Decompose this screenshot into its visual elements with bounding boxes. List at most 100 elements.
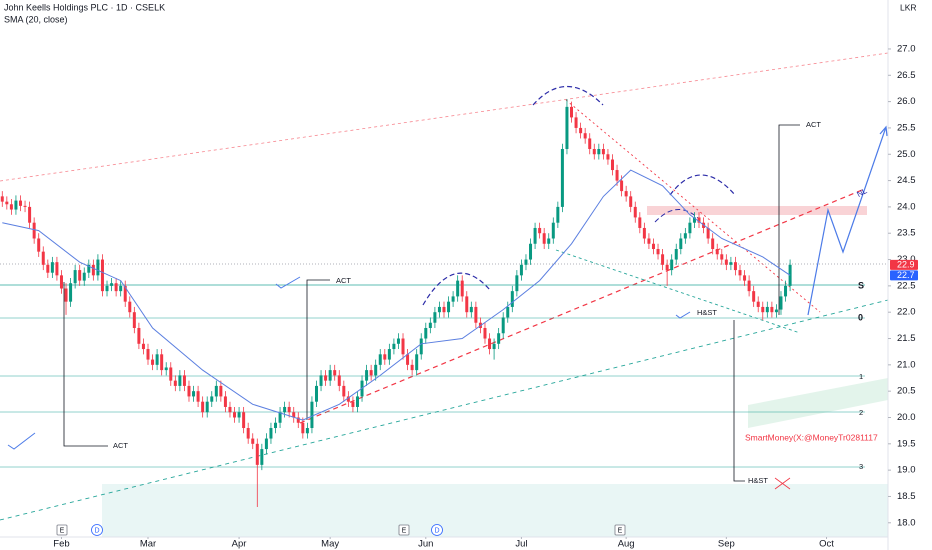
candle-body <box>456 280 460 297</box>
candle-body <box>324 375 328 381</box>
candle-body <box>160 354 164 371</box>
watermark-text: SmartMoney(X:@MoneyTr0281117 <box>745 432 878 442</box>
candle-body <box>788 264 792 286</box>
candle-body <box>182 375 186 386</box>
candle-body <box>743 275 747 281</box>
candle-body <box>488 338 492 350</box>
candle-body <box>392 343 396 350</box>
zone <box>102 484 888 537</box>
y-tick-label: 23.5 <box>897 228 916 239</box>
event-label: D <box>434 527 439 534</box>
event-label: E <box>402 527 407 534</box>
candle-body <box>565 106 569 149</box>
candle-body <box>410 364 414 371</box>
candle-body <box>688 222 692 234</box>
annotation-texts: ACT ACT ACT H&ST H&ST S 0 1 2 3 SmartMon… <box>113 120 878 485</box>
candle-body <box>738 270 742 276</box>
candle-body <box>533 227 537 244</box>
candle-body <box>629 196 633 207</box>
candle-body <box>237 412 241 418</box>
pattern-arc <box>532 85 604 106</box>
y-tick-label: 26.5 <box>897 70 916 81</box>
annotation: H&ST <box>697 308 717 317</box>
candle-body <box>574 117 578 128</box>
candle-body <box>474 306 478 323</box>
candle-body <box>597 148 601 155</box>
candle-body <box>132 312 136 328</box>
candle-body <box>542 233 546 244</box>
event-label: E <box>618 527 623 534</box>
x-tick-label: May <box>321 539 339 550</box>
y-tick-label: 23.0 <box>897 254 916 265</box>
candle-body <box>428 322 432 328</box>
y-tick-label: 26.0 <box>897 96 916 107</box>
candle-body <box>369 370 373 376</box>
candle-body <box>638 217 642 228</box>
candle-body <box>433 312 437 323</box>
candle-body <box>396 338 400 344</box>
candle-body <box>274 422 278 429</box>
candle-body <box>752 291 756 302</box>
candle-body <box>601 148 605 155</box>
candle-body <box>141 343 145 350</box>
x-tick-label: Jul <box>515 539 527 550</box>
candle-body <box>756 301 760 307</box>
candle-body <box>287 406 291 413</box>
event-label: D <box>94 527 99 534</box>
candle-body <box>296 417 300 423</box>
candle-body <box>37 238 41 252</box>
annotation: ACT <box>806 120 821 129</box>
y-tick-label: 25.5 <box>897 122 916 133</box>
candle-body <box>173 380 177 386</box>
act-line <box>306 279 330 420</box>
candle-body <box>451 296 455 302</box>
price-label: 22.7 <box>897 270 915 280</box>
candle-body <box>460 280 464 297</box>
candle-body <box>278 412 282 423</box>
candle-body <box>674 249 678 260</box>
trend-line <box>299 189 863 424</box>
candle-body <box>506 306 510 318</box>
candle-body <box>196 391 200 402</box>
y-tick-label: 19.5 <box>897 438 916 449</box>
x-tick-label: Mar <box>140 539 156 550</box>
candle-body <box>314 385 318 402</box>
annotation: NL <box>855 186 869 199</box>
arrow-head <box>879 125 888 137</box>
price-label-box <box>890 259 918 270</box>
check-mark <box>7 432 36 450</box>
y-tick-label: 24.0 <box>897 201 916 212</box>
candle-body <box>683 233 687 239</box>
y-tick-label: 25.0 <box>897 149 916 160</box>
candle-body <box>100 259 104 292</box>
annotation: H&ST <box>748 476 768 485</box>
y-tick-label: 22.0 <box>897 307 916 318</box>
candle-body <box>214 385 218 397</box>
candle-body <box>424 327 428 339</box>
check-mark <box>675 311 691 319</box>
candle-body <box>128 301 132 313</box>
candle-body <box>151 359 155 365</box>
candle-body <box>469 306 473 313</box>
candle-body <box>711 238 715 250</box>
candle-body <box>592 148 596 155</box>
candle-body <box>656 249 660 255</box>
candle-body <box>497 333 501 344</box>
candle-body <box>333 370 337 376</box>
level-label: 2 <box>859 408 863 417</box>
candle-body <box>137 327 141 344</box>
candle-body <box>123 285 127 302</box>
x-tick-label: Feb <box>53 539 69 550</box>
badge <box>56 524 68 536</box>
event-badges: E D E D E <box>56 524 626 536</box>
candle-body <box>328 370 332 381</box>
candle-body <box>387 349 391 360</box>
drawings <box>0 52 889 537</box>
candle-body <box>260 449 264 465</box>
y-tick-label: 21.0 <box>897 359 916 370</box>
candle-body <box>606 154 610 160</box>
candle-body <box>5 201 9 205</box>
candle-body <box>729 262 733 265</box>
candle-body <box>437 306 441 313</box>
candle-body <box>529 243 533 260</box>
